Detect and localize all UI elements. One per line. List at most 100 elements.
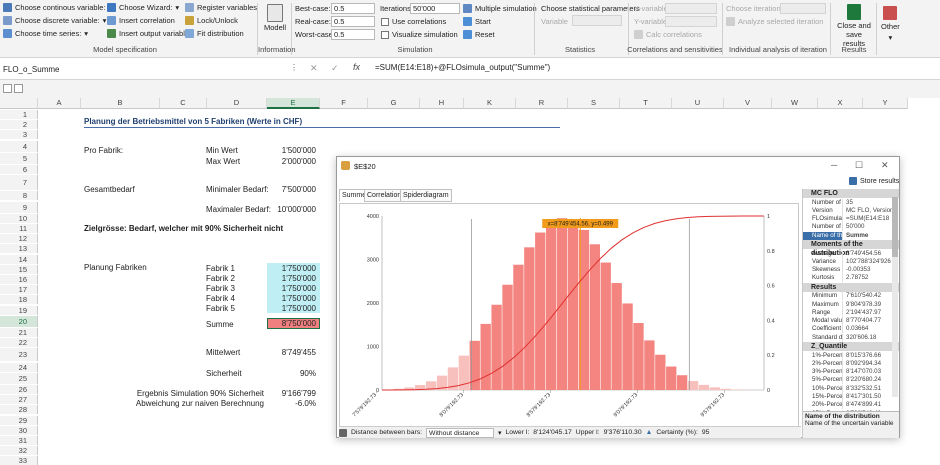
column-header-k[interactable]: K xyxy=(464,98,516,109)
row-header-16[interactable]: 16 xyxy=(0,275,38,284)
row-header-11[interactable]: 11 xyxy=(0,224,38,233)
column-header-s[interactable]: S xyxy=(568,98,620,109)
fabrik-label[interactable]: Fabrik 3 xyxy=(206,284,235,294)
abweichung-value[interactable]: -6.0% xyxy=(268,399,316,409)
column-header-t[interactable]: T xyxy=(620,98,672,109)
fabrik-label[interactable]: Fabrik 4 xyxy=(206,294,235,304)
gesamtbedarf-label[interactable]: Gesamtbedarf xyxy=(84,185,135,195)
fabrik-value[interactable]: 1'750'000 xyxy=(268,304,316,314)
maximize-icon[interactable]: ☐ xyxy=(855,160,863,171)
sheet-title[interactable]: Planung der Betriebsmittel von 5 Fabrike… xyxy=(84,117,302,127)
row-header-30[interactable]: 30 xyxy=(0,426,38,435)
row-header-12[interactable]: 12 xyxy=(0,234,38,243)
insert-output-variable-button[interactable]: Insert output variable xyxy=(107,29,189,38)
choose-iteration-input[interactable] xyxy=(780,3,826,14)
close-icon[interactable]: ✕ xyxy=(881,160,889,171)
column-header-x[interactable]: X xyxy=(818,98,863,109)
fabrik-label[interactable]: Fabrik 2 xyxy=(206,274,235,284)
column-header-b[interactable]: B xyxy=(81,98,160,109)
row-header-17[interactable]: 17 xyxy=(0,285,38,294)
row-header-3[interactable]: 3 xyxy=(0,130,38,139)
abweichung-label[interactable]: Abweichung zur naiven Berechnung xyxy=(100,399,264,409)
property-row[interactable]: Number of bi35 xyxy=(803,199,899,207)
property-row[interactable]: FLOsimula=SUM(E14:E18 xyxy=(803,215,899,223)
column-header-y[interactable]: Y xyxy=(863,98,908,109)
column-header-v[interactable]: V xyxy=(724,98,772,109)
other-button[interactable]: Other▾ xyxy=(881,6,900,42)
row-header-19[interactable]: 19 xyxy=(0,306,38,315)
scrollbar-thumb[interactable] xyxy=(892,197,898,257)
row-header-4[interactable]: 4 xyxy=(0,141,38,152)
choose-continuous-variable-button[interactable]: Choose continous variable:▾ xyxy=(3,3,112,12)
max-wert-value[interactable]: 2'000'000 xyxy=(268,157,316,167)
worst-case-input[interactable]: 0.5 xyxy=(331,29,375,40)
max-bedarf-label[interactable]: Maximaler Bedarf: xyxy=(206,205,271,215)
row-header-28[interactable]: 28 xyxy=(0,405,38,414)
fx-icon[interactable]: fx xyxy=(353,62,360,72)
choose-discrete-variable-button[interactable]: Choose discrete variable:▾ xyxy=(3,16,106,25)
row-header-23[interactable]: 23 xyxy=(0,348,38,361)
max-bedarf-value[interactable]: 10'000'000 xyxy=(268,205,316,215)
select-all-corner[interactable] xyxy=(0,98,38,109)
row-header-1[interactable]: 1 xyxy=(0,110,38,119)
cancel-icon[interactable]: ✕ xyxy=(310,63,318,74)
store-results-button[interactable]: Store results xyxy=(849,177,899,185)
choose-time-series-button[interactable]: Choose time series:▾ xyxy=(3,29,88,38)
section-mc-flo[interactable]: MC FLO xyxy=(803,189,899,198)
lower-limit-input[interactable]: 8'124'045.17 xyxy=(533,429,572,436)
row-header-32[interactable]: 32 xyxy=(0,446,38,455)
row-header-8[interactable]: 8 xyxy=(0,191,38,200)
property-row[interactable]: Skewness-0.00353 xyxy=(803,266,899,274)
grid-icon[interactable] xyxy=(339,429,347,437)
property-row[interactable]: Name of theSumme xyxy=(803,232,899,240)
variable-select[interactable] xyxy=(572,15,622,26)
formula-input[interactable]: =SUM(E14:E18)+@FLOsimula_output("Summe") xyxy=(375,63,550,72)
property-scrollbar[interactable] xyxy=(892,197,898,397)
column-header-f[interactable]: F xyxy=(320,98,368,109)
enter-icon[interactable]: ✓ xyxy=(331,63,339,74)
row-header-20[interactable]: 20 xyxy=(0,316,38,327)
property-row[interactable]: 2%-Percentil8'092'994.34 xyxy=(803,360,899,368)
row-header-21[interactable]: 21 xyxy=(0,328,38,337)
y-variable-select[interactable] xyxy=(665,16,717,27)
use-correlations-checkbox[interactable]: Use correlations xyxy=(381,17,446,26)
best-case-input[interactable]: 0.5 xyxy=(331,3,375,14)
column-header-c[interactable]: C xyxy=(160,98,207,109)
row-header-27[interactable]: 27 xyxy=(0,395,38,404)
row-header-33[interactable]: 33 xyxy=(0,456,38,465)
mittelwert-label[interactable]: Mittelwert xyxy=(206,348,240,358)
ergebnis-value[interactable]: 9'166'799 xyxy=(268,389,316,399)
choose-wizard-button[interactable]: Choose Wizard:▾ xyxy=(107,3,179,12)
row-header-22[interactable]: 22 xyxy=(0,338,38,347)
column-header-e[interactable]: E xyxy=(267,98,320,109)
column-header-h[interactable]: H xyxy=(420,98,464,109)
multiple-simulation-button[interactable]: Multiple simulation xyxy=(463,4,537,13)
min-bedarf-label[interactable]: Minimaler Bedarf: xyxy=(206,185,269,195)
upper-limit-input[interactable]: 9'376'110.30 xyxy=(604,429,642,436)
iterations-input[interactable]: 50'000 xyxy=(410,3,460,14)
section-quantiles[interactable]: Z_Quantile xyxy=(803,342,899,351)
pro-fabrik-label[interactable]: Pro Fabrik: xyxy=(84,146,123,156)
ergebnis-label[interactable]: Ergebnis Simulation 90% Sicherheit xyxy=(100,389,264,399)
calc-correlations-button[interactable]: Calc correlations xyxy=(634,30,702,39)
column-header-d[interactable]: D xyxy=(207,98,267,109)
property-row[interactable]: 3%-Percentil8'147'070.03 xyxy=(803,368,899,376)
planung-fabriken-label[interactable]: Planung Fabriken xyxy=(84,263,147,273)
property-row[interactable]: 5%-Percentil8'220'680.24 xyxy=(803,376,899,384)
section-results[interactable]: Results xyxy=(803,283,899,292)
sicherheit-label[interactable]: Sicherheit xyxy=(206,369,242,379)
certainty-input[interactable]: 95 xyxy=(702,429,710,436)
column-header-u[interactable]: U xyxy=(672,98,724,109)
row-header-2[interactable]: 2 xyxy=(0,120,38,129)
row-header-13[interactable]: 13 xyxy=(0,244,38,253)
fabrik-label[interactable]: Fabrik 1 xyxy=(206,264,235,274)
property-row[interactable]: Modal value8'770'404.77 xyxy=(803,317,899,325)
real-case-input[interactable]: 0.5 xyxy=(331,16,375,27)
formula-bar-options-icon[interactable]: ⋮ xyxy=(290,63,298,72)
model-button[interactable]: Modell xyxy=(264,4,286,32)
max-wert-label[interactable]: Max Wert xyxy=(206,157,240,167)
